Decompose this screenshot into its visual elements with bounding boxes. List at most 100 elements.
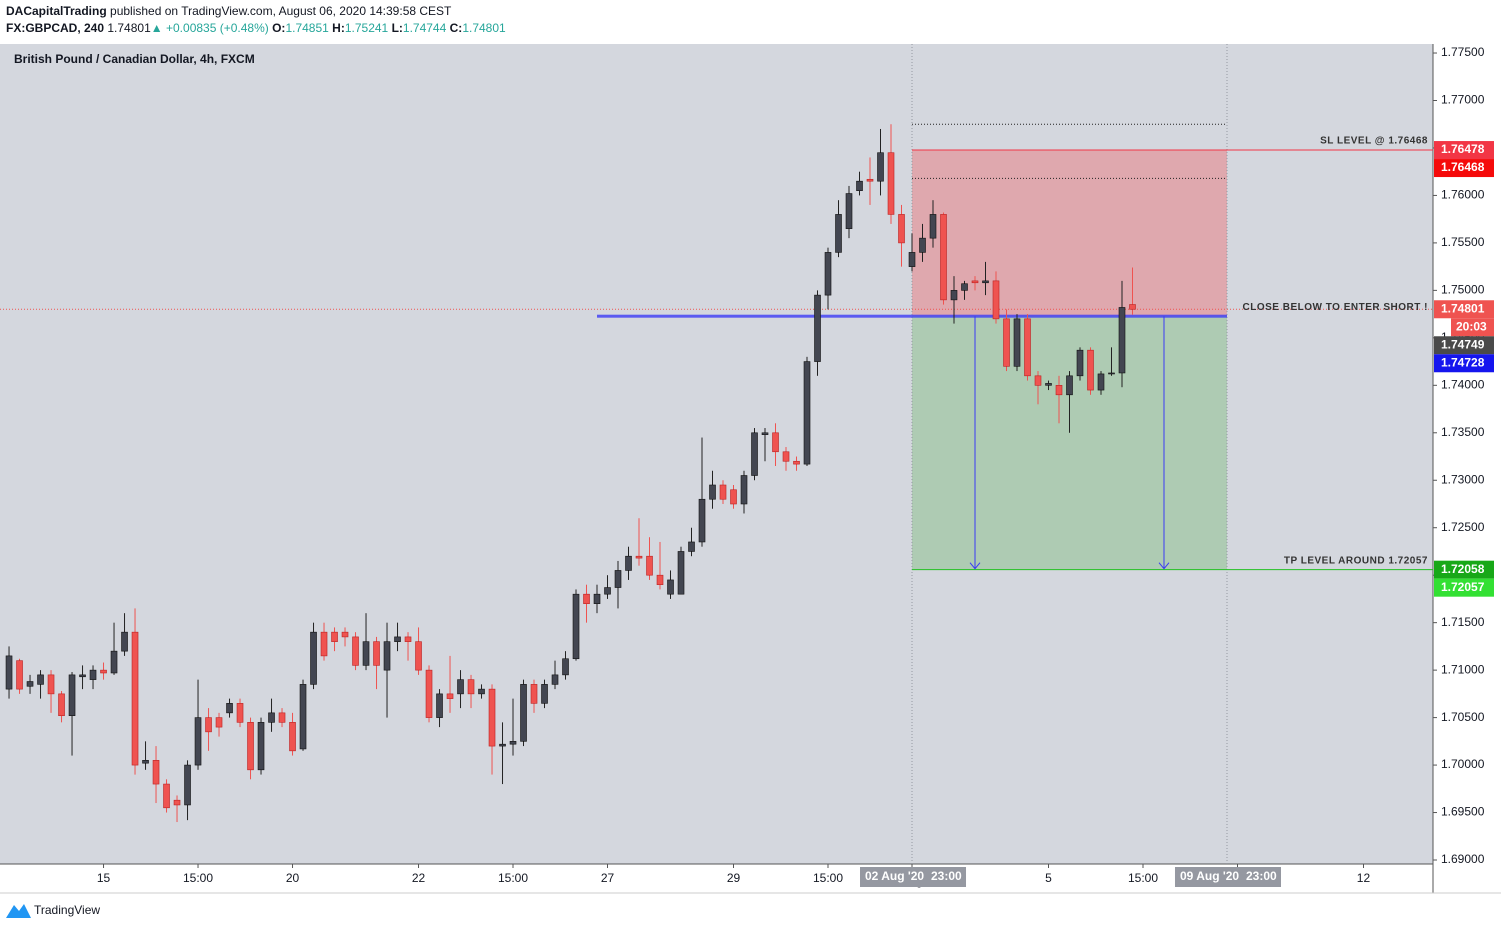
candle-body — [425, 669, 433, 718]
candle-body — [47, 674, 55, 695]
high: 1.75241 — [345, 21, 389, 35]
candle-body — [404, 636, 412, 642]
candle-body — [656, 574, 664, 585]
y-tick-label: 1.71000 — [1441, 662, 1485, 676]
price-badge — [1434, 354, 1494, 373]
high-key: H: — [332, 21, 345, 35]
price-badge — [1434, 141, 1494, 160]
candle-body — [478, 688, 485, 695]
annotation: SL LEVEL @ 1.76468 — [1320, 136, 1428, 147]
candle-body — [299, 684, 307, 750]
countdown-label: 20:03 — [1456, 319, 1487, 333]
candle-body — [761, 432, 769, 435]
candle-body — [310, 631, 317, 685]
y-tick-label: 1.69000 — [1441, 852, 1485, 866]
y-tick-label: 1.70000 — [1441, 757, 1485, 771]
brand: TradingView — [34, 903, 100, 917]
countdown-badge — [1451, 318, 1494, 337]
candle-body — [79, 674, 86, 678]
y-tick-label: 1.69500 — [1441, 805, 1485, 819]
candle-body — [740, 475, 748, 505]
candle-body — [352, 636, 359, 666]
x-tick-label: 15:00 — [813, 871, 843, 885]
candle-body — [215, 717, 223, 728]
target-zone — [912, 316, 1227, 570]
arrow-head — [969, 562, 981, 570]
chart-title: British Pound / Canadian Dollar, 4h, FXC… — [14, 52, 255, 66]
date-badge — [1174, 867, 1281, 887]
candle-body — [499, 743, 506, 747]
x-tick-label: 15:00 — [498, 871, 528, 885]
candle-body — [1108, 372, 1115, 375]
candle-body — [1034, 375, 1042, 386]
candle-body — [635, 555, 643, 559]
candle-body — [835, 214, 842, 253]
candle-body — [89, 669, 97, 680]
open-key: O: — [272, 21, 285, 35]
price-badge — [1434, 578, 1494, 597]
candle-body — [509, 741, 517, 745]
candle-body — [184, 764, 191, 806]
candle-body — [1003, 318, 1010, 367]
logo-shape — [6, 904, 31, 918]
candle-body — [1076, 349, 1084, 377]
x-tick-label: 27 — [601, 871, 615, 885]
x-tick-label: 15 — [97, 871, 111, 885]
price-badge-label: 1.74728 — [1441, 355, 1485, 369]
candle-body — [131, 631, 139, 766]
date-badge-time: 23:00 — [931, 869, 962, 883]
candle-body — [142, 760, 149, 764]
price-badge-label: 1.72058 — [1441, 562, 1485, 576]
date-badge — [860, 867, 967, 887]
y-tick-label: 1.70500 — [1441, 710, 1485, 724]
candle-body — [583, 593, 590, 604]
candle-body — [698, 498, 706, 543]
candle-body — [362, 641, 370, 666]
candle-body — [373, 641, 380, 666]
candle-body — [331, 631, 338, 642]
publisher: DACapitalTrading — [6, 4, 107, 18]
candle-body — [68, 674, 76, 717]
candle-body — [257, 722, 265, 771]
candle-body — [320, 631, 328, 657]
price-badge-label: 1.72057 — [1441, 580, 1485, 594]
candle-body — [677, 551, 685, 595]
price-badge — [1434, 336, 1494, 355]
candle-body — [457, 679, 464, 695]
x-tick-label: 12 — [1357, 871, 1371, 885]
change-arrow: ▲ — [151, 21, 163, 35]
candle-body — [614, 570, 622, 588]
stop-zone — [912, 150, 1227, 317]
candle-body — [982, 280, 989, 284]
candle-body — [929, 214, 937, 239]
candle-body — [278, 712, 286, 723]
price-badge — [1434, 159, 1494, 178]
y-tick-label: 1.76000 — [1441, 188, 1485, 202]
x-tick-label: 15:00 — [1128, 871, 1158, 885]
candle-body — [1013, 318, 1021, 367]
plot — [0, 44, 1433, 864]
candle-body — [5, 655, 13, 690]
candle-body — [803, 361, 811, 465]
candle-body — [488, 688, 496, 747]
publish-line: DACapitalTrading published on TradingVie… — [6, 4, 452, 18]
candle-body — [1024, 318, 1031, 377]
change: +0.00835 (+0.48%) — [166, 21, 269, 35]
y-tick-label: 1.77500 — [1441, 45, 1485, 59]
tv-logo — [6, 904, 31, 918]
price-badge-label: 1.74801 — [1441, 301, 1485, 315]
candle-body — [152, 760, 160, 785]
date-badge-time: 23:00 — [1246, 869, 1277, 883]
candle-body — [992, 280, 1000, 320]
date-badge-label: 09 Aug '20 — [1180, 869, 1239, 883]
candle-body — [268, 712, 275, 723]
candle-body — [530, 684, 538, 704]
candle-body — [730, 489, 737, 505]
candle-body — [824, 252, 832, 296]
close-key: C: — [450, 21, 463, 35]
candle-body — [772, 432, 779, 453]
candle-body — [236, 703, 244, 723]
symbol-line: FX:GBPCAD, 240 1.74801▲ +0.00835 (+0.48%… — [6, 21, 506, 35]
candle-body — [719, 484, 727, 500]
candle-body — [446, 693, 454, 699]
